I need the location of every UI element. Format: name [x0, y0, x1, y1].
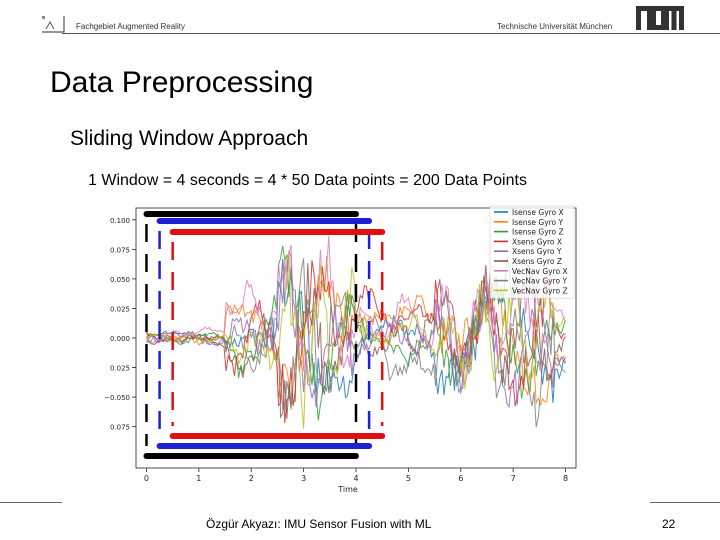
augmented-reality-logo [42, 16, 65, 33]
y-tick-label: 0.000 [110, 335, 130, 343]
legend-label: VecNav Gyro Y [512, 277, 567, 286]
x-tick-label: 2 [249, 474, 254, 483]
x-tick-label: 5 [406, 474, 411, 483]
window-bracket [169, 229, 386, 439]
x-tick-label: 6 [458, 474, 463, 483]
window-bracket [156, 218, 373, 449]
x-tick-label: 4 [353, 474, 358, 483]
slide-title: Data Preprocessing [50, 66, 314, 99]
footer-divider-left [0, 502, 62, 503]
x-axis-label: Time [337, 485, 358, 494]
header-department: Fachgebiet Augmented Reality [76, 22, 185, 31]
page-number: 22 [662, 517, 676, 531]
header-university: Technische Universität München [497, 22, 613, 31]
imu-gyro-chart: 0 1 2 3 4 5 6 7 8 0.100 0.075 0.050 0.025 0.000 0.025 −… [104, 205, 577, 494]
footer-text: Özgür Akyazı: IMU Sensor Fusion with ML [206, 517, 432, 531]
window-bracket [143, 211, 359, 459]
y-tick-label: 0.075 [110, 424, 130, 432]
legend-label: Isense Gyro X [512, 208, 564, 217]
x-tick-label: 3 [301, 474, 306, 483]
legend-label: Xsens Gyro Y [512, 247, 562, 256]
x-tick-label: 7 [511, 474, 516, 483]
window-formula: 1 Window = 4 seconds = 4 * 50 Data point… [88, 172, 527, 189]
series-line [146, 258, 566, 428]
x-tick-label: 0 [144, 474, 149, 483]
legend-label: Xsens Gyro X [512, 237, 562, 246]
x-tick-label: 8 [563, 474, 568, 483]
y-tick-label: 0.025 [110, 365, 130, 373]
legend-label: Isense Gyro Z [512, 228, 564, 237]
legend-label: VecNav Gyro Z [512, 286, 568, 295]
y-tick-label: 0.100 [110, 217, 130, 225]
y-tick-label: 0.050 [110, 276, 130, 284]
legend-label: Xsens Gyro Z [512, 257, 562, 266]
slide-subtitle: Sliding Window Approach [70, 127, 309, 150]
tum-logo [636, 6, 684, 30]
legend-label: VecNav Gyro X [512, 267, 568, 276]
footer-divider-right [650, 502, 720, 503]
x-tick-label: 1 [196, 474, 201, 483]
y-tick-label: −0.050 [104, 394, 130, 402]
y-tick-label: 0.025 [110, 305, 130, 313]
legend-label: Isense Gyro Y [512, 218, 564, 227]
y-tick-label: 0.075 [110, 246, 130, 254]
header-divider [62, 33, 720, 34]
